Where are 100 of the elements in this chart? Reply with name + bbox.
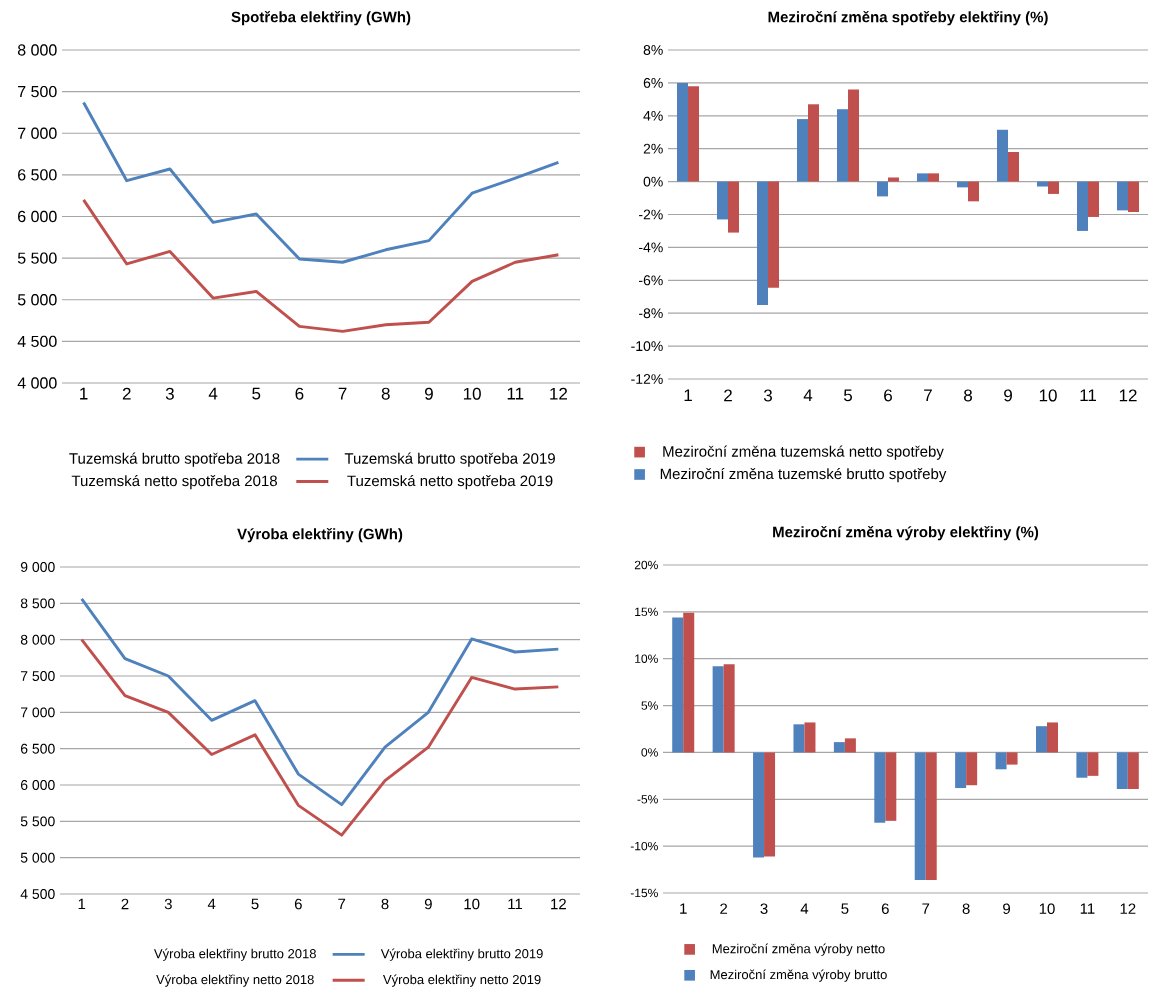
bar xyxy=(723,664,735,753)
y-tick-label: 6 000 xyxy=(18,210,57,223)
bar xyxy=(874,752,886,823)
y-tick-label: -8% xyxy=(639,308,663,319)
y-tick-label: 8 500 xyxy=(20,598,55,609)
x-tick-label: 6 xyxy=(295,387,304,400)
x-tick-label: 12 xyxy=(551,898,566,910)
bar xyxy=(966,752,978,786)
x-tick-label: 2 xyxy=(724,389,732,402)
y-tick-label: 6 000 xyxy=(20,780,55,790)
y-tick-label: 5 000 xyxy=(17,294,57,306)
text: Výroba elektřiny brutto 2018 xyxy=(153,948,316,961)
bar xyxy=(928,173,940,182)
x-tick-label: 9 xyxy=(424,898,432,910)
bar xyxy=(768,181,780,288)
bar xyxy=(793,724,805,753)
x-tick-label: 5 xyxy=(843,389,853,402)
x-tick-label: 1 xyxy=(680,903,687,914)
x-tick-label: 6 xyxy=(294,898,302,910)
bar xyxy=(1088,181,1100,217)
y-tick-label: -10% xyxy=(631,341,663,352)
bar xyxy=(888,177,900,182)
y-tick-label: -10% xyxy=(630,841,658,851)
bar xyxy=(677,82,689,182)
x-tick-label: 7 xyxy=(338,387,347,400)
x-tick-label: 8 xyxy=(962,903,970,915)
bar xyxy=(925,752,937,880)
x-tick-label: 8 xyxy=(964,389,973,402)
y-tick-label: 6 500 xyxy=(18,169,57,181)
bar xyxy=(717,181,729,220)
x-tick-label: 1 xyxy=(78,898,86,910)
bar xyxy=(1128,181,1140,213)
y-tick-label: 8 000 xyxy=(17,44,57,56)
x-tick-label: 8 xyxy=(381,387,390,400)
x-tick-label: 4 xyxy=(208,387,218,400)
bar xyxy=(1006,752,1018,765)
bar xyxy=(837,109,849,182)
bar xyxy=(955,752,967,789)
bar xyxy=(1035,726,1047,753)
bar xyxy=(917,173,929,182)
bar xyxy=(1077,181,1089,231)
y-tick-label: 20% xyxy=(634,560,658,570)
x-tick-label: 7 xyxy=(924,389,932,402)
bar xyxy=(848,89,860,182)
chart-title: Meziroční změna výroby elektřiny (%) xyxy=(773,525,1039,541)
y-tick-label: 6% xyxy=(643,77,663,88)
y-tick-label: -5% xyxy=(637,795,658,804)
x-tick-label: 3 xyxy=(760,903,768,915)
legend-label: Výroba elektřiny netto 2019 xyxy=(383,974,541,987)
bar xyxy=(683,612,695,753)
chart-title: Výroba elektřiny (GWh) xyxy=(237,527,403,543)
x-tick-label: 3 xyxy=(165,387,174,400)
bar xyxy=(995,752,1007,770)
legend-label: Tuzemská netto spotřeba 2019 xyxy=(347,474,553,490)
text: Tuzemská netto spotřeba 2018 xyxy=(71,474,277,490)
bar xyxy=(1037,181,1049,187)
y-tick-label: -12% xyxy=(631,374,663,384)
bar xyxy=(1008,151,1020,182)
line-series xyxy=(80,638,560,837)
y-tick-label: 4% xyxy=(643,110,663,121)
y-tick-label: 7 000 xyxy=(18,127,57,139)
bar xyxy=(672,617,684,753)
x-tick-label: 3 xyxy=(763,389,772,402)
line-series xyxy=(80,597,560,807)
y-tick-label: 7 500 xyxy=(20,671,55,681)
y-tick-label: -6% xyxy=(639,275,663,286)
y-tick-label: 5 000 xyxy=(20,852,55,863)
x-tick-label: 5 xyxy=(841,903,849,914)
legend-label: Meziroční změna tuzemské brutto spotřeby xyxy=(660,467,947,483)
x-tick-label: 4 xyxy=(207,898,216,910)
y-tick-label: 5% xyxy=(641,701,658,710)
x-tick-label: 3 xyxy=(164,898,172,910)
legend-label: Meziroční změna výroby netto xyxy=(712,943,885,956)
y-tick-label: 0% xyxy=(641,748,658,757)
legend-label: Výroba elektřiny brutto 2019 xyxy=(380,948,543,961)
x-tick-label: 6 xyxy=(881,903,889,915)
x-tick-label: 9 xyxy=(1004,389,1012,402)
x-tick-label: 6 xyxy=(884,389,892,402)
y-tick-label: -2% xyxy=(639,209,663,220)
x-tick-label: 11 xyxy=(1080,389,1096,402)
y-tick-label: -4% xyxy=(639,242,663,253)
x-tick-label: 2 xyxy=(121,898,129,910)
y-tick-label: 10% xyxy=(635,654,658,663)
x-tick-label: 8 xyxy=(381,898,389,910)
x-tick-label: 4 xyxy=(800,903,809,914)
bar xyxy=(808,104,820,182)
y-tick-label: 8% xyxy=(643,45,663,55)
x-tick-label: 2 xyxy=(720,903,728,914)
line-series xyxy=(82,198,560,333)
x-tick-label: 12 xyxy=(1119,389,1137,402)
y-tick-label: 7 500 xyxy=(18,85,57,98)
bar xyxy=(1117,181,1129,211)
y-tick-label: 9 000 xyxy=(20,562,55,572)
y-tick-label: 0% xyxy=(643,176,663,187)
y-tick-label: -15% xyxy=(630,888,658,898)
legend-label: Tuzemská brutto spotřeba 2019 xyxy=(344,452,555,467)
x-tick-label: 5 xyxy=(251,898,259,910)
bar xyxy=(885,752,897,821)
x-tick-label: 10 xyxy=(1039,903,1055,915)
x-tick-label: 10 xyxy=(464,898,480,910)
